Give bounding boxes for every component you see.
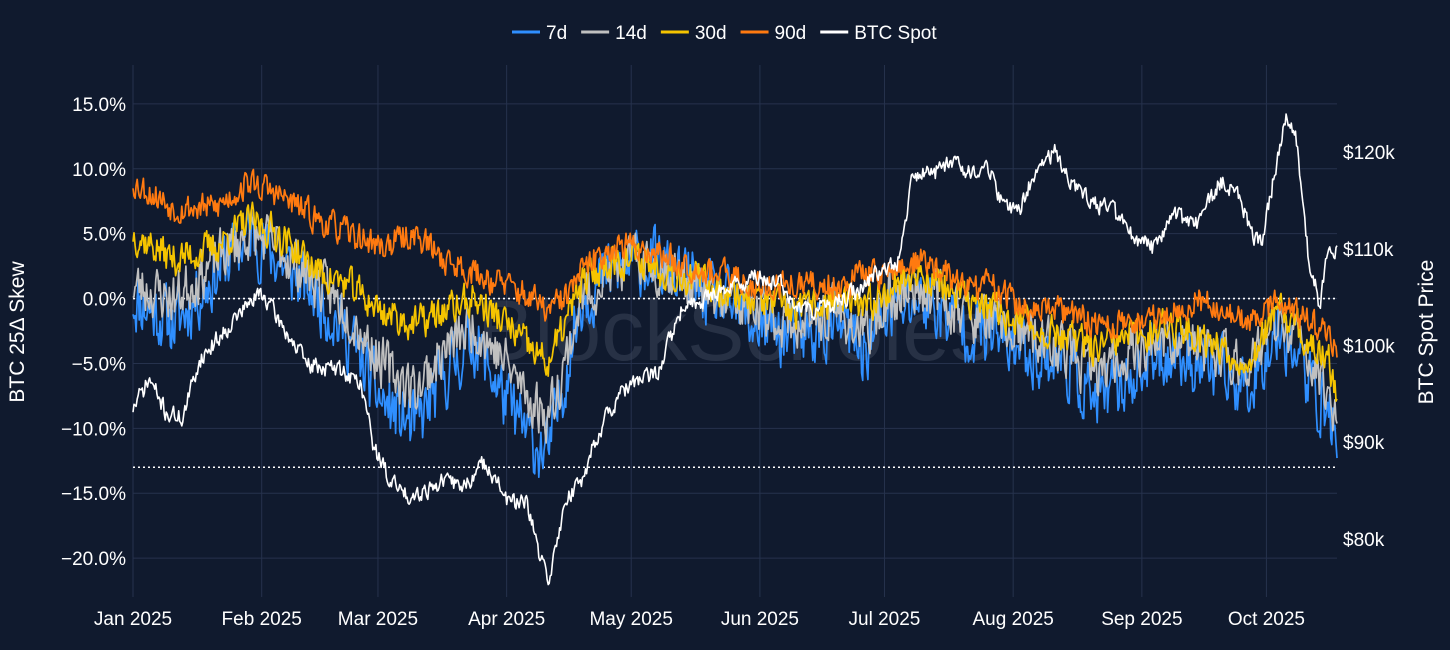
legend-label: 14d — [615, 23, 647, 44]
axis-ticks: Jan 2025 Feb 2025 Mar 2025 Apr 2025 May 2025… — [61, 95, 1395, 630]
legend-item-btc-spot: BTC Spot — [820, 23, 937, 44]
legend: 7d 14d 30d 90d BTC Spot — [512, 23, 937, 44]
series-line-btc-spot — [132, 113, 1338, 586]
legend-item-7d: 7d — [512, 23, 567, 44]
x-tick-label: Mar 2025 — [338, 609, 418, 630]
y-left-tick-label: 15.0% — [72, 95, 126, 116]
x-tick-label: Aug 2025 — [972, 609, 1053, 630]
y-left-tick-label: −5.0% — [72, 354, 127, 375]
y-left-tick-label: −20.0% — [61, 549, 126, 570]
y-left-axis-title: BTC 25Δ Skew — [6, 261, 29, 403]
x-tick-label: Jul 2025 — [849, 609, 921, 630]
x-tick-label: Feb 2025 — [222, 609, 302, 630]
series-line-90d — [132, 168, 1338, 358]
legend-item-30d: 30d — [660, 23, 727, 44]
y-left-tick-label: −10.0% — [61, 419, 126, 440]
legend-item-90d: 90d — [740, 23, 807, 44]
legend-label: 7d — [546, 23, 567, 44]
x-tick-label: Apr 2025 — [468, 609, 545, 630]
legend-label: 90d — [775, 23, 807, 44]
y-left-tick-label: 0.0% — [83, 290, 126, 311]
x-tick-label: May 2025 — [589, 609, 672, 630]
y-right-tick-label: $80k — [1343, 530, 1385, 551]
x-tick-label: Jan 2025 — [94, 609, 172, 630]
y-right-tick-label: $120k — [1343, 143, 1395, 164]
series-lines — [132, 113, 1338, 586]
legend-label: 30d — [695, 23, 727, 44]
y-right-tick-label: $100k — [1343, 337, 1395, 358]
y-right-tick-label: $110k — [1343, 240, 1394, 261]
x-tick-label: Sep 2025 — [1101, 609, 1182, 630]
x-tick-label: Jun 2025 — [721, 609, 799, 630]
y-right-tick-label: $90k — [1343, 433, 1385, 454]
y-right-axis-title: BTC Spot Price — [1415, 260, 1438, 405]
legend-label: BTC Spot — [854, 23, 937, 44]
x-tick-label: Oct 2025 — [1228, 609, 1305, 630]
y-left-tick-label: 5.0% — [83, 225, 126, 246]
y-left-tick-label: −15.0% — [61, 484, 126, 505]
legend-item-14d: 14d — [581, 23, 647, 44]
y-left-tick-label: 10.0% — [72, 160, 126, 181]
